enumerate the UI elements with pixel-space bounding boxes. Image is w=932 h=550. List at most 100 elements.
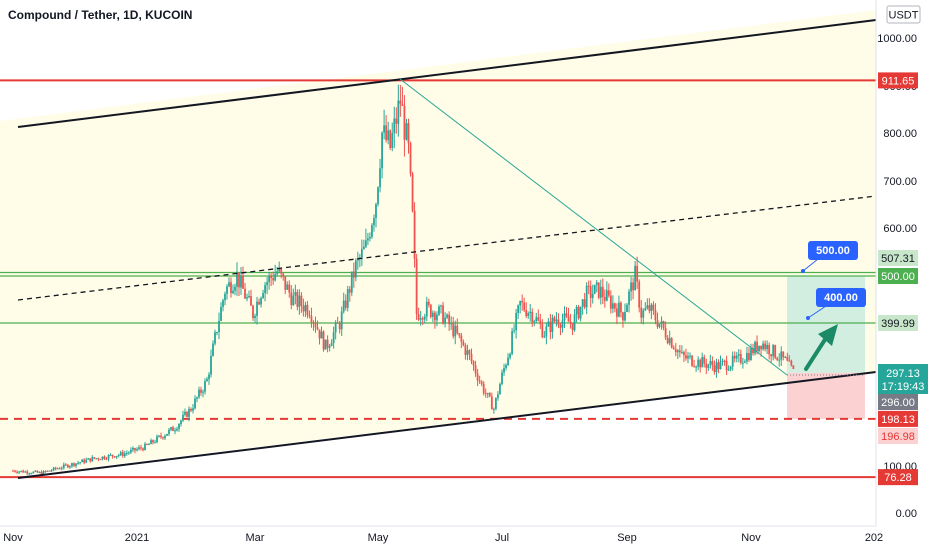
- candle-body: [40, 471, 43, 475]
- candle: [334, 320, 337, 340]
- candle: [711, 356, 714, 371]
- candle-body: [252, 305, 254, 319]
- candle: [503, 363, 505, 376]
- candle: [170, 426, 172, 432]
- candle-body: [744, 361, 746, 363]
- candle: [774, 344, 777, 360]
- candle-body: [16, 471, 18, 473]
- candle-body: [99, 459, 102, 461]
- candle-body: [685, 355, 687, 359]
- candle-body: [240, 275, 242, 288]
- candle: [344, 294, 347, 311]
- candle-body: [640, 307, 643, 318]
- candle-body: [472, 361, 475, 366]
- candle-body: [577, 306, 580, 319]
- candle: [385, 115, 388, 143]
- candle: [468, 349, 471, 360]
- candle-body: [750, 347, 752, 360]
- candle: [626, 302, 628, 312]
- candle: [480, 380, 483, 387]
- candle: [444, 312, 446, 328]
- candle-body: [393, 118, 396, 134]
- candle-body: [302, 305, 305, 312]
- candle-body: [746, 352, 748, 362]
- candle: [632, 277, 634, 300]
- candle: [737, 349, 740, 363]
- candle-body: [280, 268, 283, 274]
- candle-body: [476, 373, 479, 381]
- candle: [360, 239, 363, 266]
- candle-body: [158, 435, 160, 437]
- candle: [559, 322, 562, 336]
- candle: [85, 457, 88, 464]
- candle: [258, 298, 260, 306]
- candle: [158, 435, 160, 438]
- candle-body: [268, 275, 271, 283]
- candle: [395, 107, 398, 134]
- candle: [707, 363, 710, 372]
- candle-body: [593, 284, 596, 294]
- candle-body: [624, 311, 626, 321]
- candle: [240, 266, 242, 295]
- candle: [585, 282, 588, 315]
- candle: [731, 351, 734, 371]
- candle: [501, 369, 503, 386]
- candle: [95, 458, 98, 460]
- candle-body: [529, 311, 532, 314]
- candle-body: [136, 449, 138, 451]
- candle-body: [101, 456, 104, 460]
- candle-body: [537, 317, 540, 321]
- candle: [644, 301, 647, 312]
- candle: [680, 345, 683, 355]
- candle-body: [75, 463, 77, 466]
- candle-body: [105, 458, 108, 460]
- candle: [48, 470, 51, 472]
- candle: [377, 186, 379, 207]
- candle: [782, 351, 785, 361]
- candle: [484, 388, 487, 398]
- candle-body: [733, 355, 736, 359]
- candle-body: [50, 470, 53, 472]
- candle-body: [784, 357, 787, 359]
- candle: [507, 353, 509, 366]
- candle: [324, 339, 327, 350]
- callout-dot: [806, 316, 810, 320]
- candle: [470, 348, 473, 365]
- candle-body: [58, 468, 61, 470]
- candle: [431, 310, 434, 323]
- candle-body: [507, 357, 509, 365]
- candle-body: [495, 397, 497, 409]
- candle-body: [442, 305, 444, 324]
- candle: [756, 335, 758, 355]
- trend-lines: 500.00 400.00: [17, 19, 877, 479]
- candle: [348, 286, 351, 302]
- candle-body: [754, 341, 756, 354]
- candle: [407, 118, 410, 154]
- candle-body: [539, 320, 542, 325]
- candle: [523, 297, 526, 313]
- callout-leader: [807, 305, 827, 319]
- candle-body: [18, 471, 20, 473]
- candle-body: [168, 429, 170, 434]
- candle-body: [154, 442, 156, 444]
- candle: [294, 284, 297, 305]
- target-callout-1: 500.00: [801, 241, 858, 273]
- candle-body: [689, 355, 691, 357]
- candle-body: [419, 318, 422, 320]
- candle-body: [79, 462, 81, 464]
- candle-body: [603, 296, 606, 301]
- candle-body: [36, 470, 39, 473]
- candle-body: [56, 468, 59, 470]
- candle: [515, 308, 518, 339]
- candle: [278, 261, 281, 274]
- y-tick-label: 0.00: [896, 508, 917, 520]
- candle-body: [397, 100, 400, 124]
- candle: [62, 462, 65, 470]
- candle: [46, 470, 49, 472]
- candle-body: [32, 471, 35, 474]
- candle-body: [224, 293, 226, 301]
- candle-body: [444, 317, 446, 324]
- candle: [790, 359, 793, 367]
- x-tick-label: Sep: [617, 532, 637, 544]
